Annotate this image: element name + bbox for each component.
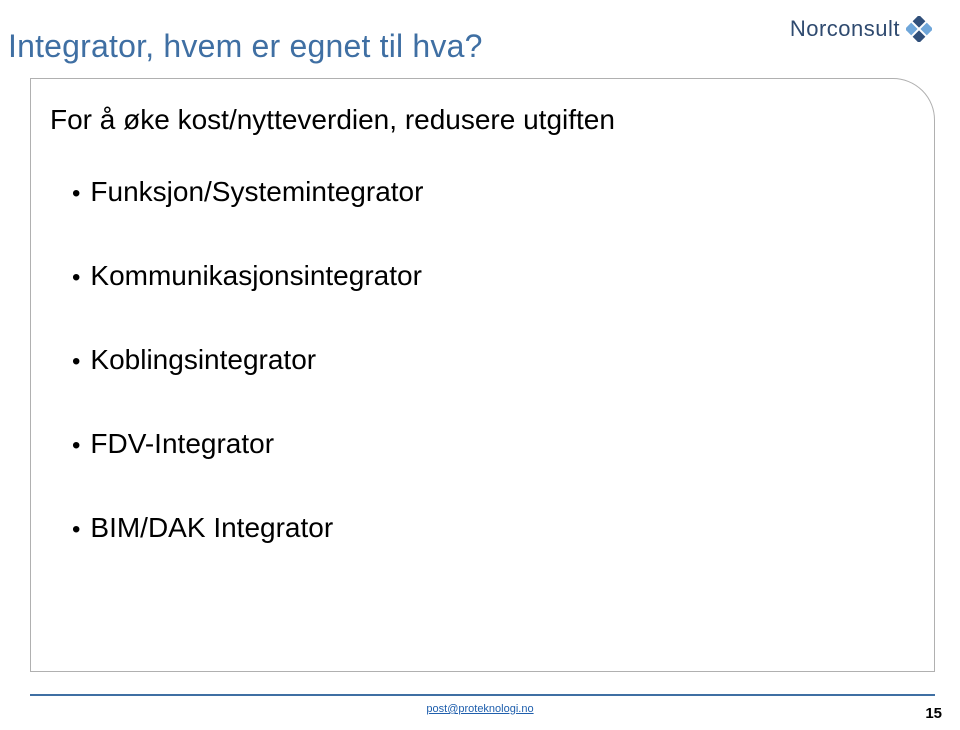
footer-email: post@proteknologi.no <box>0 703 960 715</box>
slide: Integrator, hvem er egnet til hva? Norco… <box>0 0 960 730</box>
bullet-text: Kommunikasjonsintegrator <box>90 260 422 292</box>
bullet-text: Koblingsintegrator <box>90 344 316 376</box>
bullet-text: Funksjon/Systemintegrator <box>90 176 423 208</box>
brand-mark-icon <box>906 16 932 42</box>
bullet-item: FDV-Integrator <box>72 428 423 460</box>
brand-name: Norconsult <box>790 16 900 42</box>
bullet-item: Funksjon/Systemintegrator <box>72 176 423 208</box>
bullet-text: FDV-Integrator <box>90 428 274 460</box>
bullet-list: Funksjon/Systemintegrator Kommunikasjons… <box>72 176 423 596</box>
bullet-item: Kommunikasjonsintegrator <box>72 260 423 292</box>
brand-logo: Norconsult <box>790 16 932 42</box>
bullet-item: Koblingsintegrator <box>72 344 423 376</box>
slide-title: Integrator, hvem er egnet til hva? <box>8 28 483 65</box>
footer-divider <box>30 694 935 696</box>
bullet-item: BIM/DAK Integrator <box>72 512 423 544</box>
slide-subtitle: For å øke kost/nytteverdien, redusere ut… <box>50 104 615 136</box>
bullet-text: BIM/DAK Integrator <box>90 512 333 544</box>
page-number: 15 <box>925 705 942 722</box>
